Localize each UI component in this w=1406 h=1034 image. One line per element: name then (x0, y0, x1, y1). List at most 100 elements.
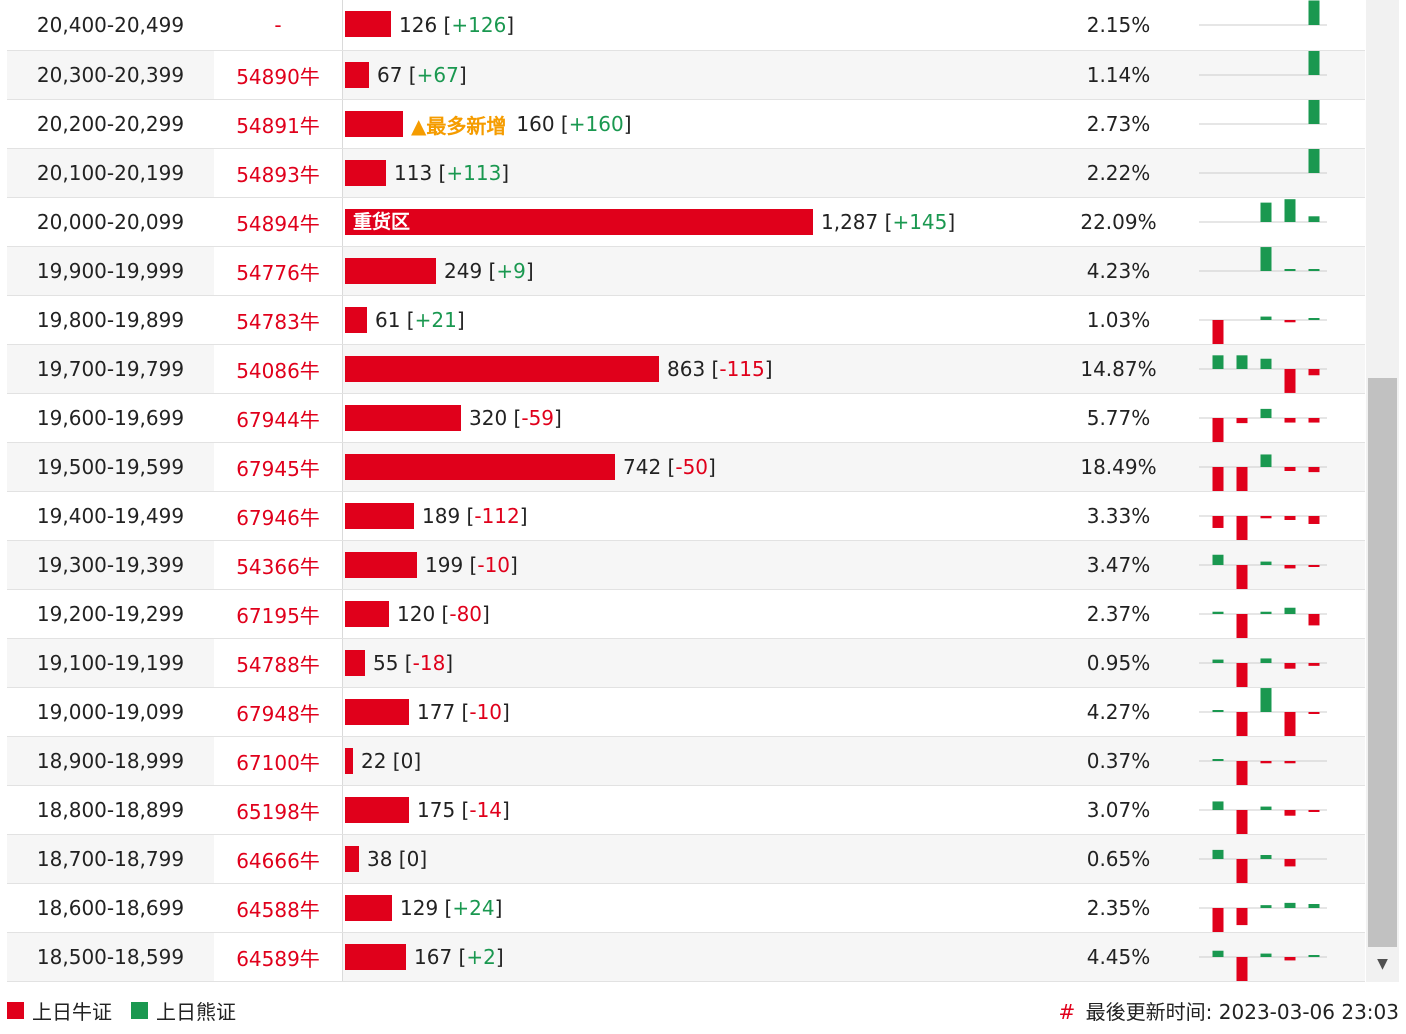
legend-bear: 上日熊证 (131, 996, 236, 1025)
warrant-code-link[interactable]: 64666牛 (214, 835, 342, 883)
sparkline-svg (1199, 247, 1327, 272)
sparkline-bull-bar (1284, 810, 1296, 816)
warrant-code-link[interactable]: 54788牛 (214, 639, 342, 687)
table-row[interactable]: 20,400-20,499 - 126 [+126] 2.15% (7, 0, 1365, 51)
warrant-code-link[interactable]: 54893牛 (214, 149, 342, 197)
quantity-bar (345, 552, 417, 578)
sparkline-bear-bar (1212, 659, 1224, 663)
strike-range: 18,500-18,599 (36, 945, 185, 969)
quantity-bar-cell: 199 [-10] (342, 541, 1063, 589)
warrant-code-link[interactable]: 67195牛 (214, 590, 342, 638)
sparkline-bull-bar (1284, 565, 1296, 569)
table-row[interactable]: 19,900-19,999 54776牛 249 [+9] 4.23% (7, 247, 1365, 296)
vertical-scrollbar[interactable]: ▼ (1366, 0, 1399, 982)
quantity-value: 22 [0] (361, 737, 421, 785)
strike-range: 19,000-19,099 (36, 700, 185, 724)
legend-bull-label: 上日牛证 (32, 1000, 112, 1024)
history-sparkline (1199, 786, 1327, 834)
warrant-code-link[interactable]: 54086牛 (214, 345, 342, 393)
table-row[interactable]: 18,900-18,999 67100牛 22 [0] 0.37% (7, 737, 1365, 786)
sparkline-bull-bar (1236, 614, 1248, 638)
quantity-bar: 重货区 (345, 209, 813, 235)
warrant-code-link[interactable]: 54894牛 (214, 198, 342, 246)
bracket-close: ] (947, 210, 956, 234)
quantity-bar-cell: 177 [-10] (342, 688, 1063, 736)
warrant-code-link[interactable]: 65198牛 (214, 786, 342, 834)
table-row[interactable]: 19,700-19,799 54086牛 863 [-115] 14.87% (7, 345, 1365, 394)
bracket-close: ] (623, 112, 632, 136)
quantity-number: 55 (373, 651, 399, 675)
bracket-close: ] (554, 406, 562, 430)
table-row[interactable]: 19,000-19,099 67948牛 177 [-10] 4.27% (7, 688, 1365, 737)
sparkline-bear-bar (1308, 149, 1320, 173)
history-sparkline (1199, 590, 1327, 638)
table-row[interactable]: 19,400-19,499 67946牛 189 [-112] 3.33% (7, 492, 1365, 541)
quantity-change: -80 (449, 602, 483, 626)
table-row[interactable]: 19,100-19,199 54788牛 55 [-18] 0.95% (7, 639, 1365, 688)
quantity-number: 175 (417, 798, 456, 822)
quantity-number: 249 (444, 259, 483, 283)
sparkline-bull-bar (1308, 369, 1320, 376)
quantity-bar (345, 11, 391, 37)
warrant-code-link[interactable]: 54776牛 (214, 247, 342, 295)
bracket-open: [ (463, 553, 478, 577)
table-row[interactable]: 20,300-20,399 54890牛 67 [+67] 1.14% (7, 51, 1365, 100)
sparkline-bear-bar (1212, 849, 1224, 859)
scrollbar-thumb[interactable] (1368, 378, 1397, 947)
percentage: 18.49% (1080, 455, 1157, 479)
table-row[interactable]: 20,200-20,299 54891牛 ▲最多新增 160 [+160] 2.73% (7, 100, 1365, 149)
strike-range: 20,000-20,099 (36, 210, 185, 234)
table-row[interactable]: 19,200-19,299 67195牛 120 [-80] 2.37% (7, 590, 1365, 639)
quantity-bar (345, 944, 406, 970)
history-sparkline (1199, 296, 1327, 344)
sparkline-bull-bar (1284, 418, 1296, 423)
quantity-bar-cell: 742 [-50] (342, 443, 1063, 491)
strike-range: 20,100-20,199 (36, 161, 185, 185)
strike-range: 20,400-20,499 (36, 13, 185, 37)
warrant-code-link[interactable]: 67944牛 (214, 394, 342, 442)
warrant-code-link[interactable]: 54783牛 (214, 296, 342, 344)
table-row[interactable]: 19,500-19,599 67945牛 742 [-50] 18.49% (7, 443, 1365, 492)
strike-range: 19,200-19,299 (36, 602, 185, 626)
sparkline-bull-bar (1308, 663, 1320, 666)
sparkline-bear-bar (1308, 100, 1320, 124)
quantity-change: -14 (469, 798, 503, 822)
warrant-code-link[interactable]: 67948牛 (214, 688, 342, 736)
sparkline-bull-bar (1284, 761, 1296, 764)
warrant-code-link[interactable]: 67945牛 (214, 443, 342, 491)
table-row[interactable]: 19,800-19,899 54783牛 61 [+21] 1.03% (7, 296, 1365, 345)
warrant-code-link[interactable]: - (214, 0, 342, 50)
table-row[interactable]: 19,300-19,399 54366牛 199 [-10] 3.47% (7, 541, 1365, 590)
warrant-code-link[interactable]: 64588牛 (214, 884, 342, 932)
warrant-code-link[interactable]: 54366牛 (214, 541, 342, 589)
sparkline-svg (1199, 950, 1327, 981)
table-row[interactable]: 19,600-19,699 67944牛 320 [-59] 5.77% (7, 394, 1365, 443)
warrant-code-link[interactable]: 67946牛 (214, 492, 342, 540)
scroll-down-arrow-icon[interactable]: ▼ (1377, 956, 1388, 972)
warrant-code-link[interactable]: 67100牛 (214, 737, 342, 785)
bracket-close: ] (510, 553, 518, 577)
table-row[interactable]: 20,100-20,199 54893牛 113 [+113] 2.22% (7, 149, 1365, 198)
sparkline-svg (1199, 554, 1327, 589)
quantity-change: -10 (469, 700, 503, 724)
quantity-change: -112 (474, 504, 520, 528)
warrant-code-link[interactable]: 54890牛 (214, 51, 342, 99)
table-row[interactable]: 20,000-20,099 54894牛 重货区 1,287 [+145] 22.09% (7, 198, 1365, 247)
table-row[interactable]: 18,700-18,799 64666牛 38 [0] 0.65% (7, 835, 1365, 884)
percentage: 4.45% (1086, 945, 1151, 969)
warrant-code-link[interactable]: 54891牛 (214, 100, 342, 148)
quantity-bar (345, 748, 353, 774)
sparkline-bear-bar (1212, 950, 1224, 957)
sparkline-bear-bar (1308, 0, 1320, 26)
sparkline-bull-bar (1212, 418, 1224, 442)
table-row[interactable]: 18,600-18,699 64588牛 129 [+24] 2.35% (7, 884, 1365, 933)
percentage: 2.73% (1086, 112, 1151, 136)
sparkline-bear-bar (1260, 454, 1272, 467)
strike-range: 19,800-19,899 (36, 308, 185, 332)
sparkline-svg (1199, 355, 1327, 393)
table-row[interactable]: 18,500-18,599 64589牛 167 [+2] 4.45% (7, 933, 1365, 982)
sparkline-bear-bar (1308, 269, 1320, 271)
sparkline-svg (1199, 607, 1327, 638)
table-row[interactable]: 18,800-18,899 65198牛 175 [-14] 3.07% (7, 786, 1365, 835)
warrant-code-link[interactable]: 64589牛 (214, 933, 342, 981)
